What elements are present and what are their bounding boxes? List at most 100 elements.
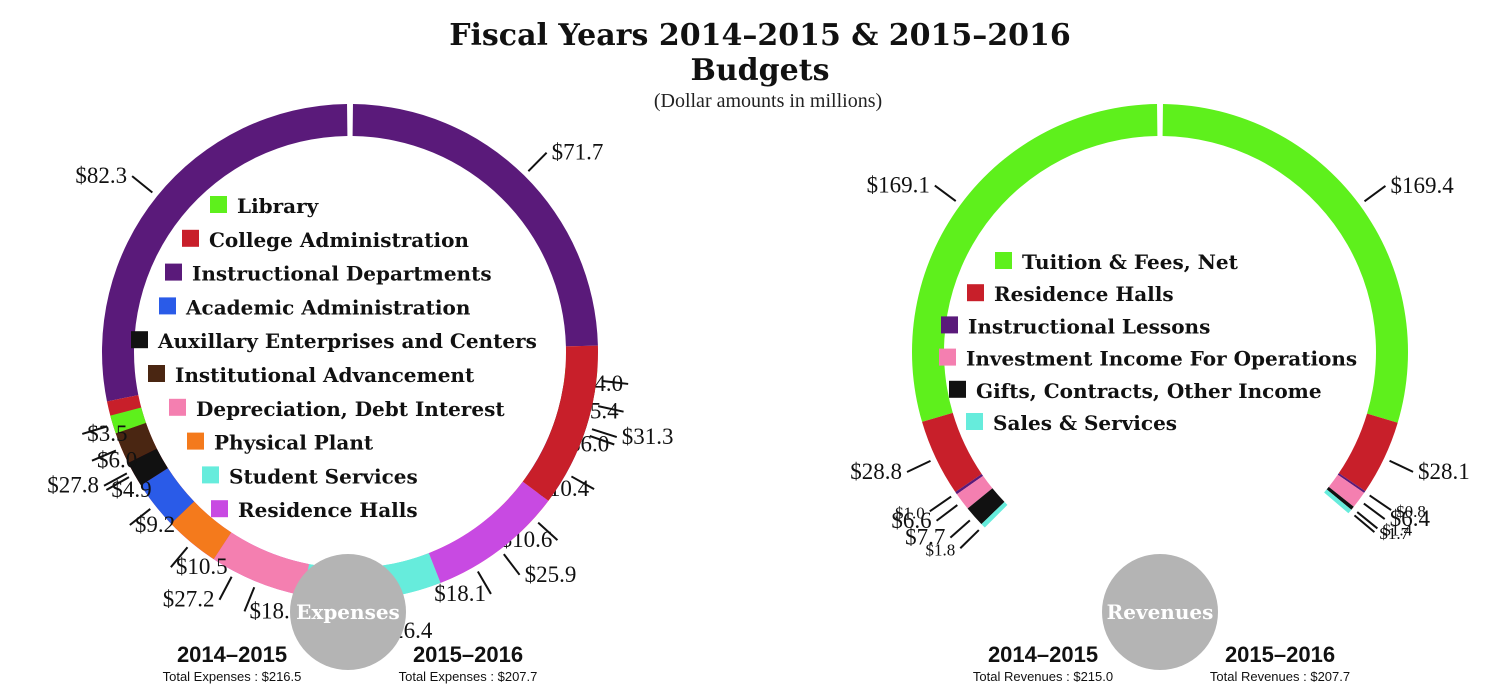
center-bubble-revenues bbox=[1102, 554, 1218, 670]
leader-line-left-physical-plant bbox=[537, 521, 559, 541]
leader-line-right-residence-halls bbox=[503, 553, 521, 576]
legend-label-residence-halls: Residence Halls bbox=[994, 282, 1174, 306]
leader-line-right-tuition-fees-net bbox=[1363, 185, 1387, 203]
arc-revenues-right-residence-halls bbox=[1338, 413, 1398, 492]
leader-line-right-instructional-lessons bbox=[1369, 494, 1392, 511]
total-label-left: Total Expenses : $216.5 bbox=[163, 669, 302, 684]
legend-swatch-gifts-contracts-other-income bbox=[949, 380, 966, 398]
legend-swatch-instructional-lessons bbox=[941, 316, 958, 334]
leader-line-left-instructional-departments bbox=[131, 175, 153, 194]
legend-label-student-services: Student Services bbox=[229, 464, 418, 488]
arc-expenses-right-instructional-departments bbox=[352, 104, 598, 347]
leader-line-right-sales-services bbox=[1353, 514, 1376, 533]
legend-label-instructional-lessons: Instructional Lessons bbox=[968, 314, 1210, 338]
leader-line-right-gifts-contracts-other-income bbox=[1356, 511, 1379, 530]
value-label-right-academic-administration: $9.2 bbox=[135, 512, 175, 537]
legend-swatch-depreciation-debt-interest bbox=[169, 398, 186, 416]
legend-label-depreciation-debt-interest: Depreciation, Debt Interest bbox=[196, 397, 505, 421]
value-label-right-auxillary-enterprises-and-centers: $4.9 bbox=[111, 477, 151, 502]
value-label-left-college-administration: $27.8 bbox=[47, 473, 99, 498]
legend-swatch-library bbox=[210, 196, 227, 213]
value-label-left-residence-halls: $27.2 bbox=[163, 587, 215, 612]
legend-label-auxillary-enterprises-and-centers: Auxillary Enterprises and Centers bbox=[157, 329, 537, 353]
leader-line-right-instructional-departments bbox=[527, 151, 548, 172]
value-label-right-library: $3.5 bbox=[87, 421, 127, 446]
value-label-left-investment-income-for-operations: $6.6 bbox=[891, 508, 931, 533]
leader-line-right-residence-halls bbox=[1389, 459, 1414, 473]
value-label-left-residence-halls: $28.8 bbox=[850, 459, 902, 484]
value-label-right-institutional-advancement: $6.0 bbox=[97, 448, 137, 473]
legend-swatch-physical-plant bbox=[187, 432, 204, 450]
legend-label-library: Library bbox=[237, 194, 320, 218]
total-label-left: Total Revenues : $215.0 bbox=[973, 669, 1113, 684]
leader-line-left-residence-halls bbox=[906, 459, 931, 473]
value-label-right-tuition-fees-net: $169.4 bbox=[1390, 173, 1454, 198]
chart-title-line1: Fiscal Years 2014–2015 & 2015–2016 bbox=[449, 18, 1071, 53]
value-label-right-residence-halls: $28.1 bbox=[1418, 459, 1470, 484]
leader-line-right-college-administration bbox=[591, 428, 618, 439]
leader-line-right-library bbox=[81, 425, 108, 435]
value-label-left-instructional-lessons: $1.0 bbox=[895, 503, 925, 522]
legend-label-academic-administration: Academic Administration bbox=[185, 295, 471, 319]
arc-expenses-right-library bbox=[110, 407, 146, 434]
leader-line-left-library bbox=[602, 379, 629, 385]
leader-line-right-depreciation-debt-interest bbox=[243, 586, 256, 612]
legend-swatch-academic-administration bbox=[159, 297, 176, 315]
legend-swatch-residence-halls bbox=[967, 284, 984, 302]
year-label-right: 2015–2016 bbox=[413, 642, 523, 667]
value-label-right-instructional-lessons: $0.8 bbox=[1396, 502, 1426, 521]
arc-revenues-left-residence-halls bbox=[922, 412, 982, 493]
arc-revenues-right-sales-services bbox=[1324, 489, 1352, 514]
chart-subtitle: (Dollar amounts in millions) bbox=[654, 90, 882, 112]
year-label-left: 2014–2015 bbox=[988, 642, 1098, 667]
center-bubble-expenses bbox=[290, 554, 406, 670]
legend-label-sales-services: Sales & Services bbox=[993, 411, 1177, 435]
leader-line-left-college-administration bbox=[103, 472, 128, 487]
legend-swatch-investment-income-for-operations bbox=[939, 348, 956, 366]
arc-revenues-right-investment-income-for-operations bbox=[1328, 474, 1365, 507]
leader-line-right-academic-administration bbox=[129, 508, 151, 526]
leader-line-left-depreciation-debt-interest bbox=[476, 570, 492, 595]
legend-label-investment-income-for-operations: Investment Income For Operations bbox=[966, 347, 1357, 371]
leader-line-left-tuition-fees-net bbox=[934, 184, 957, 202]
center-label-revenues: Revenues bbox=[1107, 600, 1214, 624]
donut-chart-expenses: $82.3$27.8$27.2$24.7$18.1$10.6$10.4$6.0$… bbox=[47, 104, 674, 684]
arc-expenses-right-academic-administration bbox=[140, 468, 195, 524]
year-label-left: 2014–2015 bbox=[177, 642, 287, 667]
value-label-right-residence-halls: $25.9 bbox=[525, 562, 577, 587]
leader-line-left-auxillary-enterprises-and-centers bbox=[589, 434, 615, 446]
arc-revenues-right-gifts-contracts-other-income bbox=[1326, 486, 1354, 510]
arc-revenues-left-tuition-fees-net bbox=[912, 104, 1158, 422]
arc-expenses-right-physical-plant bbox=[170, 501, 232, 560]
legend-label-tuition-fees-net: Tuition & Fees, Net bbox=[1022, 250, 1239, 274]
value-label-right-instructional-departments: $71.7 bbox=[552, 140, 604, 165]
legend-label-college-administration: College Administration bbox=[209, 228, 469, 252]
arc-expenses-right-residence-halls bbox=[428, 481, 549, 583]
legend-label-instructional-departments: Instructional Departments bbox=[192, 262, 492, 286]
arc-revenues-right-tuition-fees-net bbox=[1162, 104, 1408, 423]
arc-revenues-left-gifts-contracts-other-income bbox=[967, 488, 1005, 525]
value-label-right-gifts-contracts-other-income: $1.4 bbox=[1382, 520, 1412, 539]
leader-line-left-academic-administration bbox=[570, 475, 595, 491]
leader-line-left-institutional-advancement bbox=[597, 405, 624, 413]
legend-swatch-residence-halls bbox=[211, 500, 228, 518]
legend-swatch-student-services bbox=[202, 466, 219, 484]
arc-expenses-right-auxillary-enterprises-and-centers bbox=[128, 448, 168, 486]
leader-line-left-residence-halls bbox=[218, 576, 233, 601]
legend-swatch-tuition-fees-net bbox=[995, 252, 1012, 269]
total-label-right: Total Revenues : $207.7 bbox=[1210, 669, 1350, 684]
donut-chart-revenues: $169.1 $28.8 $1.0$6.6$7.7$1.8 2014–2015 Tota… bbox=[850, 104, 1470, 684]
legend-swatch-college-administration bbox=[182, 229, 199, 247]
arc-revenues-left-sales-services bbox=[981, 501, 1008, 528]
value-label-right-physical-plant: $10.5 bbox=[176, 554, 228, 579]
arc-expenses-right-college-administration bbox=[522, 345, 598, 501]
year-label-right: 2015–2016 bbox=[1225, 642, 1335, 667]
legend-label-gifts-contracts-other-income: Gifts, Contracts, Other Income bbox=[976, 379, 1322, 403]
total-label-right: Total Expenses : $207.7 bbox=[399, 669, 538, 684]
value-label-right-investment-income-for-operations: $6.4 bbox=[1390, 506, 1431, 531]
charts-layer: $82.3$27.8$27.2$24.7$18.1$10.6$10.4$6.0$… bbox=[47, 104, 1470, 684]
value-label-right-college-administration: $31.3 bbox=[622, 424, 674, 449]
value-label-left-instructional-departments: $82.3 bbox=[75, 163, 127, 188]
leader-line-right-investment-income-for-operations bbox=[1363, 502, 1386, 520]
